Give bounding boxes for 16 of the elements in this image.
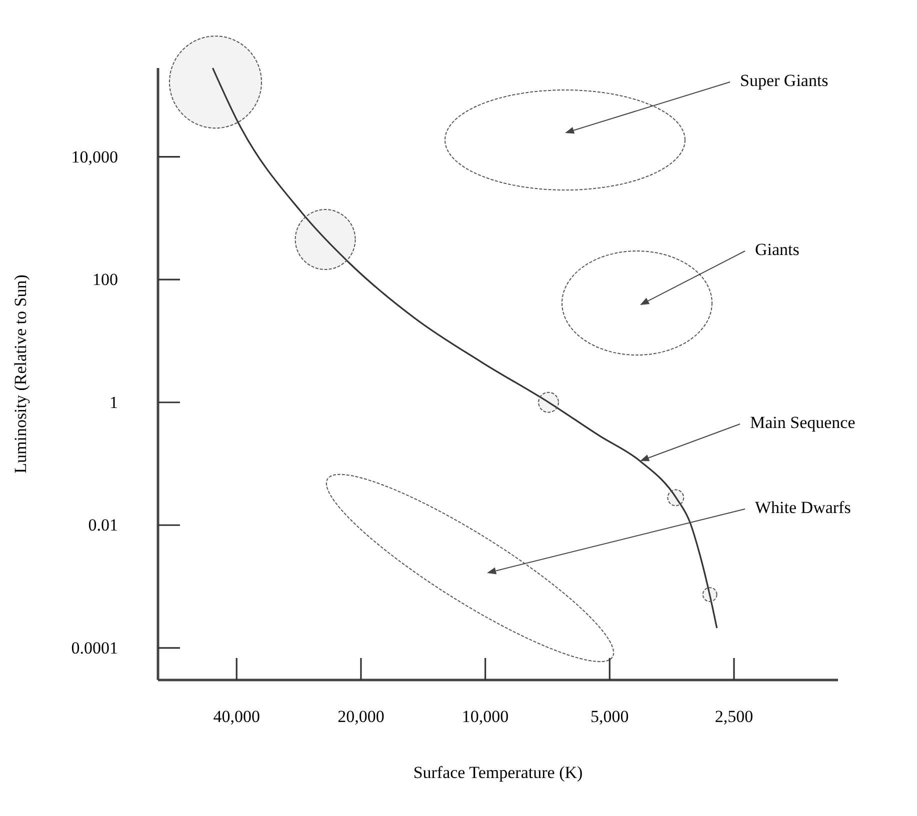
y-axis-title: Luminosity (Relative to Sun) [11, 274, 30, 474]
x-tick-label: 20,000 [338, 707, 384, 726]
x-tick-label: 5,000 [590, 707, 629, 726]
x-tick-label: 40,000 [213, 707, 260, 726]
annotation: White Dwarfs [755, 498, 851, 517]
x-tick-label: 2,500 [714, 707, 754, 726]
annotation: Super Giants [740, 70, 828, 90]
y-tick-label: 0.0001 [71, 638, 118, 658]
annotation: Giants [755, 240, 800, 259]
annotation: Main Sequence [750, 412, 856, 432]
y-tick-label: 1 [110, 392, 118, 412]
y-tick-label: 100 [92, 270, 118, 290]
y-tick-label: 0.01 [88, 516, 118, 535]
x-tick-label: 10,000 [462, 707, 509, 726]
x-axis-title: Surface Temperature (K) [413, 763, 583, 782]
y-tick-label: 10,000 [71, 147, 118, 166]
